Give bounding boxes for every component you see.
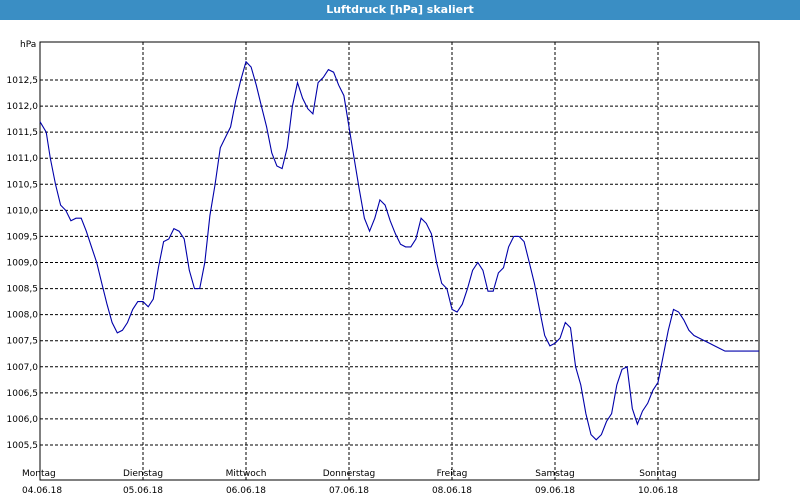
pressure-chart: hPa 1005,5 1006,0 1006,5 1007,0 1007,5 1008,0… [7,40,760,496]
y-tick-label: 1008,5 [7,285,39,295]
plot-frame [39,41,760,481]
chart-title: Luftdruck [hPa] skaliert [0,0,800,20]
y-tick-label: 1012,0 [7,102,39,112]
x-tick-date-label: 08.06.18 [432,486,472,496]
x-tick-date-label: 04.06.18 [22,486,62,496]
x-tick-day-label: Donnerstag [323,469,376,479]
y-tick-label: 1009,0 [7,259,39,269]
y-tick-label: 1011,5 [7,128,39,138]
x-tick-date-label: 07.06.18 [329,486,369,496]
x-tick-day-label: Freitag [437,469,468,479]
y-tick-label: 1011,0 [7,154,39,164]
y-tick-label: 1012,5 [7,76,39,86]
x-tick-day-label: Samstag [535,469,574,479]
y-axis-unit-label: hPa [20,40,36,50]
x-tick-day-label: Sonntag [639,469,676,479]
y-tick-label: 1006,0 [7,415,39,425]
x-tick-date-label: 06.06.18 [226,486,266,496]
y-tick-label: 1007,5 [7,337,39,347]
y-tick-label: 1010,5 [7,180,39,190]
x-tick-date-label: 05.06.18 [123,486,163,496]
y-tick-label: 1010,0 [7,206,39,216]
y-tick-label: 1006,5 [7,389,39,399]
y-tick-label: 1009,5 [7,232,39,242]
x-tick-date-label: 10.06.18 [638,486,678,496]
pressure-series-line [39,60,759,441]
x-tick-day-label: Mittwoch [226,469,267,479]
x-tick-day-label: Montag [22,469,56,479]
y-tick-label: 1008,0 [7,311,39,321]
y-tick-label: 1007,0 [7,363,39,373]
x-tick-date-label: 09.06.18 [535,486,575,496]
y-tick-label: 1005,5 [7,441,39,451]
x-tick-day-label: Dienstag [123,469,163,479]
